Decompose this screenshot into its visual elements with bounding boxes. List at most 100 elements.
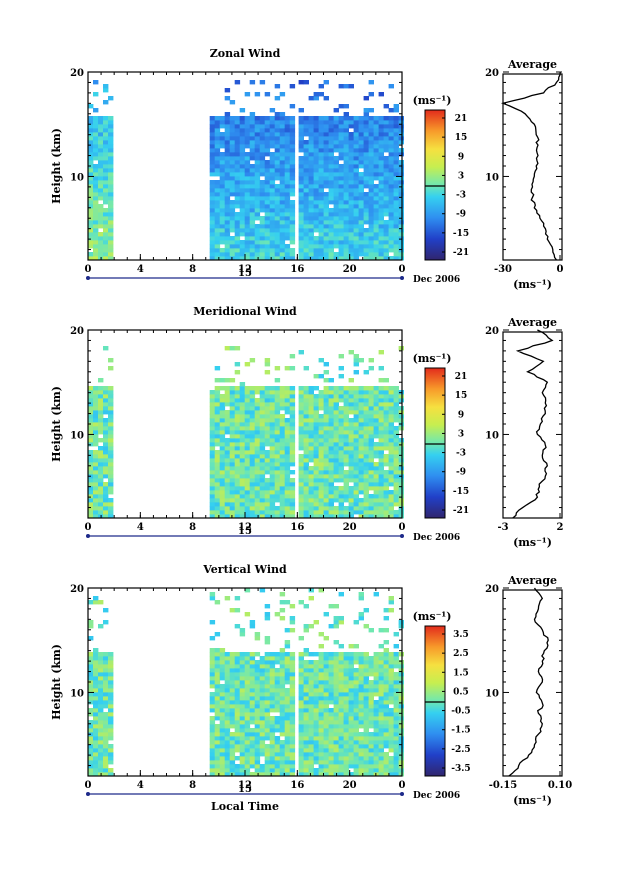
heatmap-cell — [269, 414, 276, 419]
heatmap-cell — [244, 434, 251, 439]
heatmap-cell — [229, 466, 236, 471]
heatmap-cell — [214, 168, 221, 173]
heatmap-cell — [333, 446, 339, 451]
heatmap-cell — [234, 696, 241, 701]
heatmap-cell — [358, 498, 364, 503]
heatmap-cell — [219, 120, 226, 125]
heatmap-cell — [214, 212, 221, 217]
heatmap-cell — [383, 494, 389, 499]
heatmap-cell — [108, 188, 114, 193]
heatmap-cell — [103, 506, 109, 511]
heatmap-cell — [373, 466, 379, 471]
heatmap-cell — [209, 398, 216, 403]
heatmap-cell — [234, 676, 241, 681]
heatmap-cell — [214, 406, 221, 411]
heatmap-cell — [328, 486, 334, 491]
heatmap-cell — [328, 430, 334, 435]
heatmap-cell — [274, 378, 281, 383]
heatmap-cell — [388, 466, 394, 471]
heatmap-cell — [353, 740, 359, 745]
heatmap-cell — [88, 454, 94, 459]
heatmap-cell — [368, 494, 374, 499]
heatmap-cell — [289, 732, 296, 737]
heatmap-cell — [274, 152, 281, 157]
heatmap-cell — [343, 470, 349, 475]
heatmap-cell — [373, 136, 379, 141]
heatmap-cell — [373, 704, 379, 709]
heatmap-cell — [244, 672, 251, 677]
heatmap-cell — [219, 442, 226, 447]
heatmap-cell — [308, 184, 314, 189]
heatmap-cell — [303, 752, 309, 757]
heatmap-cell — [279, 220, 286, 225]
heatmap-cell — [333, 748, 339, 753]
heatmap-cell — [388, 410, 394, 415]
heatmap-cell — [274, 438, 281, 443]
heatmap-cell — [348, 204, 354, 209]
heatmap-cell — [313, 446, 319, 451]
heatmap-cell — [93, 92, 99, 97]
heatmap-cell — [378, 168, 384, 173]
heatmap-cell — [239, 224, 246, 229]
heatmap-cell — [308, 176, 314, 181]
heatmap-cell — [368, 124, 374, 129]
heatmap-cell — [318, 390, 324, 395]
heatmap-cell — [343, 760, 349, 765]
heatmap-cell — [393, 228, 399, 233]
heatmap-cell — [368, 248, 374, 253]
heatmap-cell — [229, 720, 236, 725]
heatmap-cell — [93, 728, 99, 733]
heatmap-cell — [264, 164, 271, 169]
heatmap-cell — [328, 252, 334, 257]
heatmap-cell — [264, 256, 271, 261]
heatmap-cell — [318, 446, 324, 451]
heatmap-cell — [363, 370, 369, 375]
heatmap-cell — [353, 768, 359, 773]
heatmap-cell — [313, 442, 319, 447]
heatmap-cell — [328, 244, 334, 249]
heatmap-cell — [239, 458, 246, 463]
heatmap-cell — [313, 720, 319, 725]
heatmap-cell — [284, 212, 291, 217]
heatmap-cell — [353, 466, 359, 471]
heatmap-cell — [373, 724, 379, 729]
heatmap-cell — [358, 442, 364, 447]
heatmap-cell — [353, 724, 359, 729]
heatmap-cell — [303, 700, 309, 705]
heatmap-cell — [219, 192, 226, 197]
heatmap-cell — [343, 696, 349, 701]
heatmap-cell — [338, 132, 344, 137]
heatmap-cell — [93, 386, 99, 391]
heatmap-cell — [383, 616, 389, 621]
heatmap-cell — [239, 220, 246, 225]
heatmap-cell — [214, 124, 221, 129]
heatmap-cell — [93, 732, 99, 737]
heatmap-cell — [308, 764, 314, 769]
heatmap-cell — [298, 756, 304, 761]
heatmap-cell — [298, 394, 304, 399]
heatmap-cell — [303, 478, 309, 483]
heatmap-cell — [103, 84, 109, 89]
heatmap-cell — [98, 684, 104, 689]
heatmap-cell — [358, 466, 364, 471]
heatmap-cell — [338, 220, 344, 225]
heatmap-cell — [308, 596, 314, 601]
heatmap-cell — [219, 744, 226, 749]
heatmap-cell — [398, 652, 404, 657]
heatmap-cell — [108, 502, 114, 507]
heatmap-cell — [398, 394, 404, 399]
heatmap-cell — [279, 692, 286, 697]
heatmap-cell — [323, 80, 329, 85]
heatmap-cell — [338, 224, 344, 229]
heatmap-cell — [303, 366, 309, 371]
heatmap-cell — [269, 680, 276, 685]
heatmap-cell — [378, 772, 384, 777]
heatmap-cell — [234, 660, 241, 665]
heatmap-cell — [333, 422, 339, 427]
heatmap-cell — [398, 236, 404, 241]
heatmap-cell — [318, 772, 324, 777]
heatmap-cell — [219, 402, 226, 407]
heatmap-cell — [363, 196, 369, 201]
heatmap-cell — [239, 148, 246, 153]
heatmap-cell — [103, 668, 109, 673]
